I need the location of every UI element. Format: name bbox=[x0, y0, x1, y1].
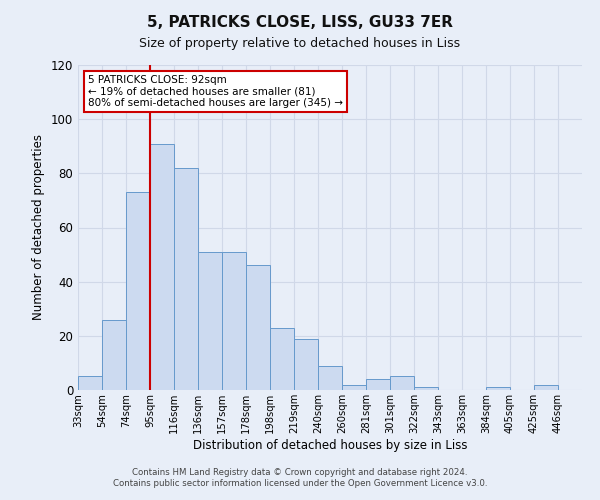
Bar bbox=[270, 328, 294, 390]
Bar bbox=[414, 388, 438, 390]
Bar bbox=[222, 252, 246, 390]
X-axis label: Distribution of detached houses by size in Liss: Distribution of detached houses by size … bbox=[193, 438, 467, 452]
Bar bbox=[534, 384, 558, 390]
Bar bbox=[390, 376, 414, 390]
Text: 5, PATRICKS CLOSE, LISS, GU33 7ER: 5, PATRICKS CLOSE, LISS, GU33 7ER bbox=[147, 15, 453, 30]
Bar bbox=[102, 320, 126, 390]
Bar bbox=[486, 388, 510, 390]
Bar bbox=[126, 192, 150, 390]
Bar bbox=[150, 144, 174, 390]
Bar bbox=[174, 168, 198, 390]
Bar bbox=[198, 252, 222, 390]
Bar bbox=[294, 338, 318, 390]
Text: Contains HM Land Registry data © Crown copyright and database right 2024.
Contai: Contains HM Land Registry data © Crown c… bbox=[113, 468, 487, 487]
Bar bbox=[246, 266, 270, 390]
Y-axis label: Number of detached properties: Number of detached properties bbox=[32, 134, 45, 320]
Bar bbox=[318, 366, 342, 390]
Text: Size of property relative to detached houses in Liss: Size of property relative to detached ho… bbox=[139, 38, 461, 51]
Text: 5 PATRICKS CLOSE: 92sqm
← 19% of detached houses are smaller (81)
80% of semi-de: 5 PATRICKS CLOSE: 92sqm ← 19% of detache… bbox=[88, 74, 343, 108]
Bar bbox=[78, 376, 102, 390]
Bar bbox=[366, 379, 390, 390]
Bar bbox=[342, 384, 366, 390]
